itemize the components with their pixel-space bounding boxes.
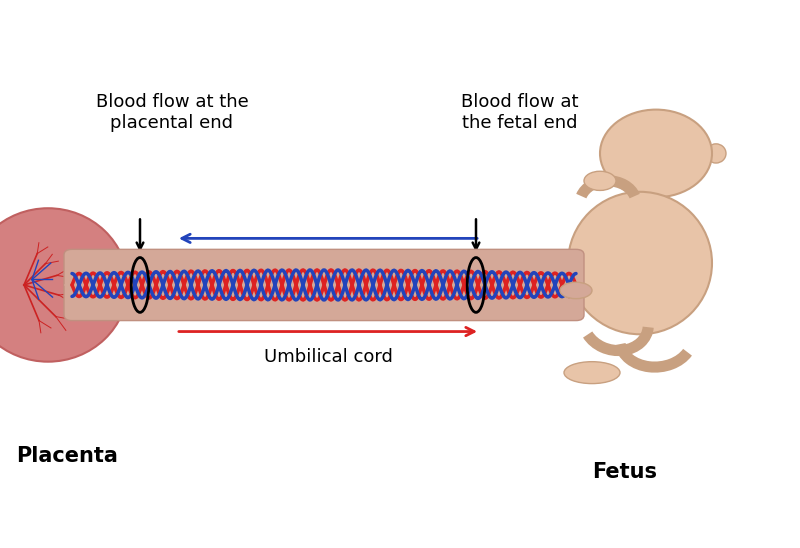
Ellipse shape <box>560 282 592 299</box>
Polygon shape <box>64 255 88 315</box>
Text: Umbilical cord: Umbilical cord <box>263 348 393 366</box>
Text: Blood flow at
the fetal end: Blood flow at the fetal end <box>462 93 578 132</box>
Text: Placenta: Placenta <box>16 446 118 466</box>
Ellipse shape <box>600 110 712 197</box>
Polygon shape <box>560 260 584 310</box>
FancyBboxPatch shape <box>64 249 584 321</box>
Text: Fetus: Fetus <box>592 463 657 482</box>
Text: Blood flow at the
placental end: Blood flow at the placental end <box>96 93 248 132</box>
Ellipse shape <box>584 171 616 190</box>
Ellipse shape <box>0 208 128 362</box>
Ellipse shape <box>568 192 712 334</box>
Ellipse shape <box>564 362 620 384</box>
Ellipse shape <box>706 144 726 163</box>
